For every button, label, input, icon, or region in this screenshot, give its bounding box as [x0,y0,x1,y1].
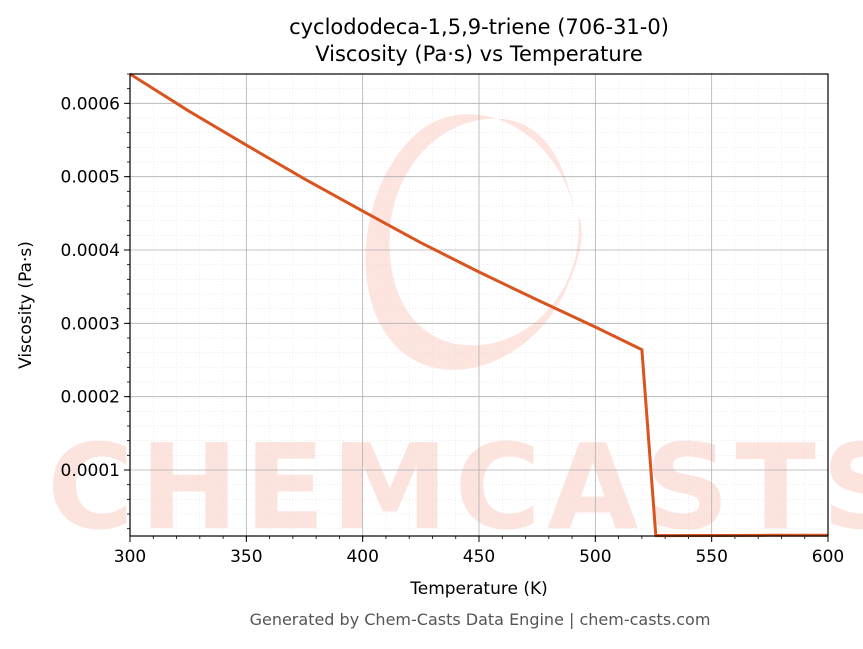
chart-title-line2: Viscosity (Pa·s) vs Temperature [315,42,643,66]
y-tick-label: 0.0005 [61,168,120,188]
x-tick-label: 600 [812,547,844,567]
y-tick-label: 0.0002 [61,388,120,408]
x-tick-label: 400 [346,547,378,567]
chemcasts-watermark: CHEMCASTS [47,114,863,556]
x-tick-label: 550 [695,547,727,567]
x-tick-label: 350 [230,547,262,567]
x-tick-label: 300 [114,547,146,567]
plot-frame [129,73,829,537]
x-axis-label: Temperature (K) [409,579,548,599]
x-tick-label: 450 [463,547,495,567]
y-tick-label: 0.0006 [61,94,120,114]
footer-credit: Generated by Chem-Casts Data Engine | ch… [250,610,711,629]
x-tick-label: 500 [579,547,611,567]
y-axis-label: Viscosity (Pa·s) [16,241,36,369]
watermark-text: CHEMCASTS [47,418,863,556]
y-tick-label: 0.0003 [61,314,120,334]
y-tick-label: 0.0004 [61,241,120,261]
y-tick-label: 0.0001 [61,461,120,481]
axis-ticks: 300 350 400 450 500 550 600 0.0001 0.0002 0.0003 0… [61,73,844,567]
chart-title-line1: cyclododeca-1,5,9-triene (706-31-0) [289,15,669,39]
